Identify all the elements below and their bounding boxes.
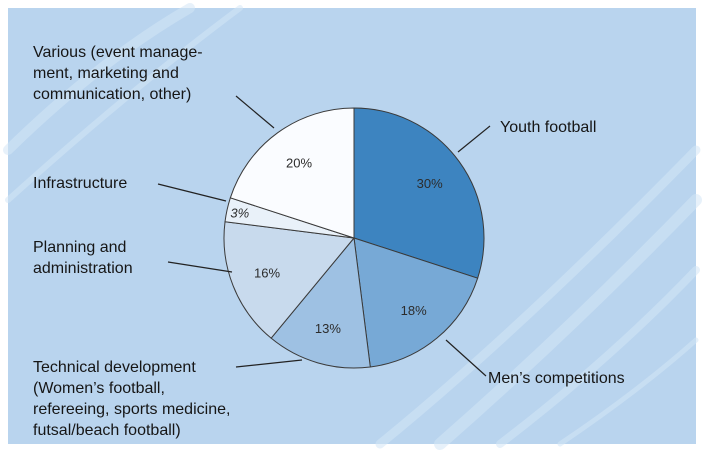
leader-line-3 [167,261,233,273]
percentage-label-4: 3% [230,206,249,221]
category-label-5: Various (event manage-ment, marketing an… [33,44,203,103]
pie-slice-3 [223,221,355,339]
category-label-line: Various (event manage- [33,44,203,61]
category-label-line: refereeing, sports medicine, [33,401,230,418]
percentage-label-1: 18% [401,303,427,318]
leader-line-0 [457,125,491,153]
percentage-label-0: 30% [417,176,443,191]
leader-line-4 [157,183,227,202]
leader-lines [157,95,491,377]
category-label-line: futsal/beach football) [33,422,181,439]
category-label-line: communication, other) [33,86,191,103]
background-streaks [3,3,702,450]
category-label-1: Men’s competitions [488,370,625,387]
pie-slice-1 [353,237,479,368]
category-label-4: Infrastructure [33,175,127,192]
percentage-label-5: 20% [286,155,312,170]
category-label-2: Technical development (Women’s football, r… [33,359,230,439]
pie-slice-5 [229,107,355,239]
category-label-line: (Women’s football, [33,380,165,397]
category-label-line: Infrastructure [33,175,127,192]
percentage-labels: 30% 18% 13% 16% 3% 20% [230,155,443,336]
percentage-label-3: 16% [254,266,280,281]
leader-line-2 [235,359,303,368]
category-label-line: Men’s competitions [488,370,625,387]
category-labels: Youth football Men’s competitions Technica… [33,44,625,439]
category-label-line: Technical development [33,359,196,376]
leader-line-1 [445,339,487,377]
category-label-line: Youth football [500,119,596,136]
pie-slices [223,107,485,369]
percentage-label-2: 13% [315,321,341,336]
category-label-3: Planning and administration [33,239,133,277]
category-label-line: Planning and [33,239,126,256]
pie-slice-2 [270,236,371,369]
category-label-line: administration [33,260,133,277]
pie-slice-0 [353,107,485,279]
leader-line-5 [235,95,275,129]
category-label-line: ment, marketing and [33,65,179,82]
category-label-0: Youth football [500,119,596,136]
